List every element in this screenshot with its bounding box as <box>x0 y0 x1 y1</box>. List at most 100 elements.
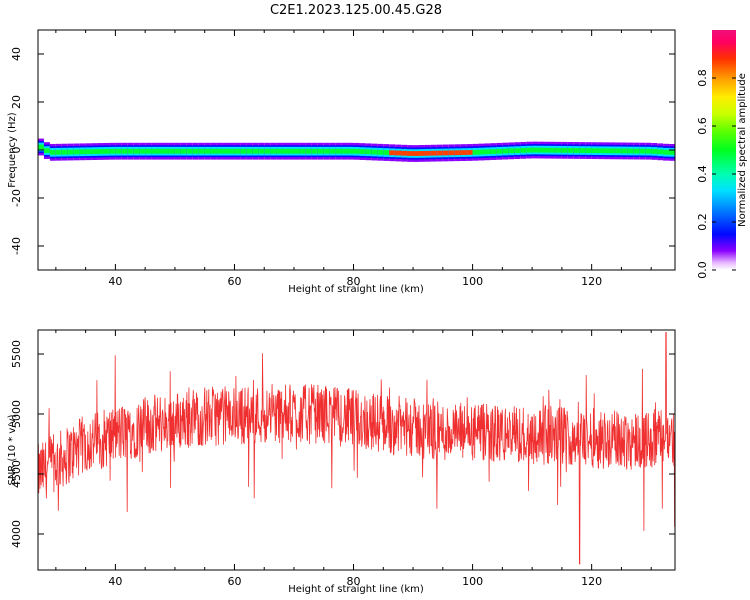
spectrogram-heatmap <box>38 132 676 168</box>
heatmap-cell <box>597 148 604 154</box>
spectrogram-ylabel: Frequency (Hz) <box>7 112 18 188</box>
heatmap-cell <box>490 149 497 154</box>
heatmap-cell <box>621 148 628 154</box>
heatmap-cell <box>365 149 372 155</box>
heatmap-cell <box>538 147 545 153</box>
heatmap-cell <box>549 147 557 153</box>
snr-ylabel: SNR (10 * v/v) <box>7 414 18 485</box>
heatmap-cell <box>478 149 485 155</box>
snr-xtick-label: 100 <box>462 575 483 588</box>
spectrogram-xtick-label: 120 <box>581 275 602 288</box>
heatmap-cell <box>460 150 467 155</box>
spectrogram-ytick-label: -40 <box>10 237 23 255</box>
heatmap-cell <box>115 148 122 154</box>
snr-frame <box>37 329 676 571</box>
heatmap-cell <box>264 148 271 154</box>
heatmap-cell <box>258 148 265 154</box>
heatmap-cell <box>645 148 652 154</box>
heatmap-cell <box>299 148 307 154</box>
heatmap-cell <box>436 150 444 156</box>
heatmap-cell <box>163 148 170 154</box>
heatmap-cell <box>145 148 152 154</box>
heatmap-cell <box>359 149 366 154</box>
spectrogram-xtick-label: 60 <box>227 275 241 288</box>
heatmap-cell <box>228 148 235 154</box>
heatmap-cell <box>442 150 450 156</box>
heatmap-cell <box>210 148 217 154</box>
heatmap-cell <box>204 148 211 154</box>
heatmap-cell <box>174 148 182 154</box>
heatmap-cell <box>627 148 634 154</box>
heatmap-cell <box>663 149 670 155</box>
chart-title: C2E1.2023.125.00.45.G28 <box>270 3 442 18</box>
heatmap-cell <box>532 147 539 153</box>
colorbar-tick-label: 0.8 <box>696 69 709 87</box>
heatmap-cell <box>633 148 640 154</box>
heatmap-cell <box>341 148 348 154</box>
heatmap-cell <box>347 148 354 154</box>
heatmap-cell <box>198 148 205 154</box>
heatmap-cell <box>38 144 45 150</box>
colorbar-ticks: 0.0 0.2 0.4 0.6 0.8 <box>696 69 736 279</box>
heatmap-cell <box>97 149 104 154</box>
heatmap-cell <box>424 150 432 156</box>
heatmap-cell <box>371 149 378 155</box>
snr-ytick-label: 5500 <box>10 340 23 368</box>
heatmap-cell <box>180 148 188 154</box>
heatmap-cell <box>377 149 384 155</box>
heatmap-cell <box>311 148 319 154</box>
heatmap-cell <box>216 148 223 154</box>
heatmap-cell <box>639 148 646 154</box>
heatmap-cell <box>448 150 456 156</box>
heatmap-cell <box>103 148 110 154</box>
heatmap-cell <box>407 151 414 156</box>
heatmap-cell <box>383 150 390 155</box>
heatmap-cell <box>561 147 569 153</box>
heatmap-cell <box>49 149 57 155</box>
heatmap-cell <box>502 148 509 154</box>
colorbar: 0.0 0.2 0.4 0.6 0.8 Normalized spectral ampl… <box>696 30 748 279</box>
heatmap-cell <box>157 148 164 154</box>
heatmap-cell <box>544 147 551 153</box>
snr-series-line <box>38 331 675 565</box>
heatmap-cell <box>61 149 69 155</box>
heatmap-cell <box>55 149 63 155</box>
snr-xtick-label: 80 <box>347 575 361 588</box>
heatmap-cell <box>270 148 277 154</box>
spectrogram-xtick-label: 80 <box>347 275 361 288</box>
snr-panel: 40 60 80 100 120 4000 4500 5000 5500 Height of s… <box>7 329 676 595</box>
heatmap-cell <box>91 149 98 154</box>
spectrogram-ticks: 40 60 80 100 120 -40 -20 0 20 40 <box>10 30 675 288</box>
colorbar-label: Normalized spectral amplitude <box>737 73 748 227</box>
heatmap-cell <box>651 149 658 154</box>
heatmap-cell <box>591 148 598 154</box>
heatmap-cell <box>73 149 80 155</box>
heatmap-cell <box>192 148 200 154</box>
heatmap-cell <box>109 148 116 154</box>
heatmap-cell <box>520 147 527 153</box>
heatmap-cell <box>573 148 581 153</box>
snr-xtick-label: 120 <box>581 575 602 588</box>
heatmap-cell <box>133 148 140 154</box>
heatmap-cell <box>657 149 664 155</box>
spectrogram-ytick-label: 0 <box>10 147 23 154</box>
heatmap-cell <box>282 148 289 154</box>
snr-ytick-label: 5000 <box>10 400 23 428</box>
heatmap-cell <box>127 148 134 154</box>
spectrogram-xtick-label: 40 <box>108 275 122 288</box>
heatmap-cell <box>240 148 247 154</box>
heatmap-cell <box>430 150 438 156</box>
heatmap-cell <box>293 148 301 154</box>
heatmap-cell <box>234 148 241 154</box>
snr-xtick-label: 60 <box>227 575 241 588</box>
spectrogram-ytick-label: 40 <box>10 47 23 61</box>
heatmap-cell <box>609 148 616 154</box>
spectrogram-ytick-label: -20 <box>10 189 23 207</box>
heatmap-cell <box>567 147 575 153</box>
heatmap-cell <box>472 149 479 155</box>
heatmap-cell <box>603 148 610 154</box>
heatmap-cell <box>579 148 587 153</box>
spectrogram-xlabel: Height of straight line (km) <box>288 284 424 295</box>
snr-ytick-label: 4000 <box>10 520 23 548</box>
heatmap-cell <box>526 147 533 153</box>
